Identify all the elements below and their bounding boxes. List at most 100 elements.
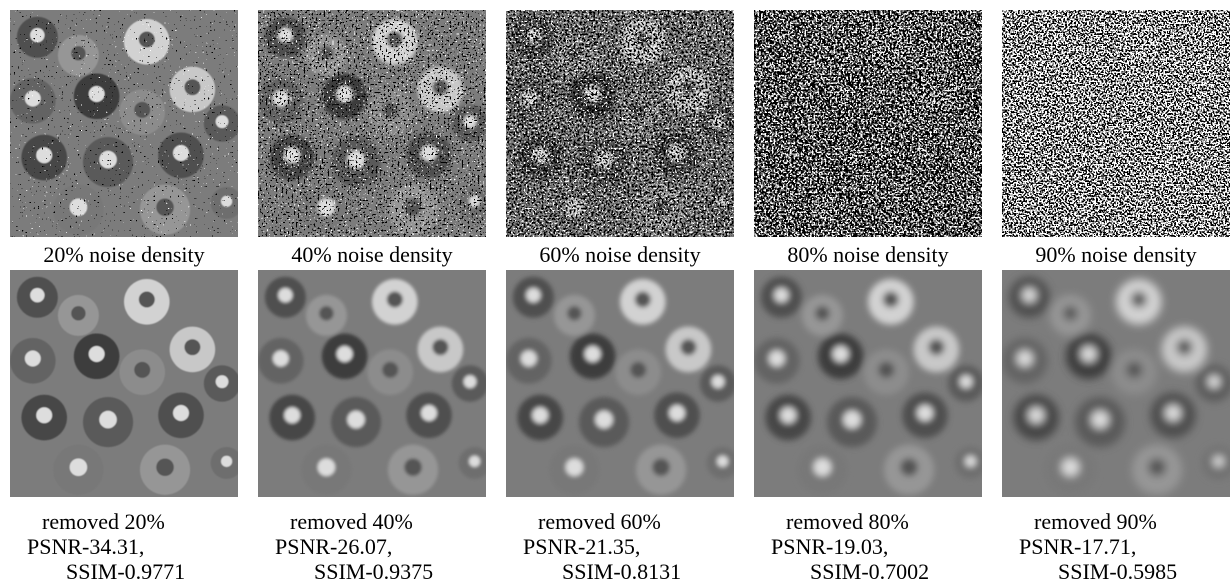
ball-label <box>532 407 548 423</box>
ball-label <box>318 458 336 476</box>
noisy-image <box>1002 10 1231 237</box>
noisy-image <box>10 10 243 237</box>
ball-label <box>156 458 174 476</box>
restored-caption-line: SSIM-0.7002 <box>810 559 929 584</box>
restored-image <box>754 270 987 497</box>
noise-light <box>10 10 238 237</box>
ball-label <box>184 339 200 355</box>
ball-label <box>382 362 398 378</box>
ball-label <box>1017 351 1033 367</box>
ball-label <box>99 411 117 429</box>
ball-label <box>347 411 365 429</box>
noise-light <box>1002 10 1230 237</box>
noisy-caption: 40% noise density <box>291 242 452 267</box>
ball-label <box>595 411 613 429</box>
ball-label <box>1022 288 1036 302</box>
restored-caption-line: removed 90% <box>1034 509 1157 534</box>
noisy-caption: 20% noise density <box>43 242 204 267</box>
figure: 20% noise densityremoved 20%PSNR-34.31,S… <box>0 0 1231 587</box>
ball-label <box>464 375 477 388</box>
restored-caption-line: removed 60% <box>538 509 661 534</box>
ball-label <box>36 407 52 423</box>
ball-label <box>1063 306 1077 320</box>
ball-label <box>1028 407 1044 423</box>
ball-label <box>526 288 540 302</box>
ball-label <box>1176 339 1192 355</box>
ball-label <box>284 407 300 423</box>
ball-label <box>878 362 894 378</box>
noisy-image <box>754 10 987 237</box>
ball-label <box>70 458 88 476</box>
restored-caption-line: SSIM-0.9771 <box>66 559 185 584</box>
ball-label <box>273 351 289 367</box>
ball-label <box>815 306 829 320</box>
ball-label <box>469 456 480 467</box>
restored-image <box>10 270 243 497</box>
restored-caption-line: SSIM-0.5985 <box>1058 559 1177 584</box>
restored-caption-line: SSIM-0.9375 <box>314 559 433 584</box>
ball-label <box>712 375 725 388</box>
ball-label <box>1126 362 1142 378</box>
ball-label <box>387 292 403 308</box>
restored-image <box>258 270 491 497</box>
noisy-caption: 60% noise density <box>539 242 700 267</box>
ball-label <box>1131 292 1147 308</box>
ball-label <box>216 375 229 388</box>
noisy-caption: 80% noise density <box>787 242 948 267</box>
ball-label <box>1091 411 1109 429</box>
restored-caption-line: PSNR-26.07, <box>275 534 392 559</box>
restored-caption-line: removed 40% <box>290 509 413 534</box>
ball-label <box>432 339 448 355</box>
ball-label <box>173 405 189 421</box>
ball-label <box>833 346 849 362</box>
noise-light <box>506 10 734 237</box>
restored-caption-line: removed 20% <box>42 509 165 534</box>
ball-label <box>669 405 685 421</box>
ball-label <box>134 362 150 378</box>
ball-label <box>774 288 788 302</box>
ball-label <box>652 458 670 476</box>
ball-label <box>71 306 85 320</box>
ball-label <box>221 456 232 467</box>
noisy-image <box>506 10 739 237</box>
ball-label <box>780 407 796 423</box>
ball-label <box>319 306 333 320</box>
restored-image <box>1002 270 1231 497</box>
ball-label <box>965 456 976 467</box>
restored-caption-line: PSNR-17.71, <box>1019 534 1136 559</box>
ball-label <box>30 288 44 302</box>
ball-label <box>717 456 728 467</box>
ball-label <box>814 458 832 476</box>
ball-label <box>630 362 646 378</box>
ball-label <box>1062 458 1080 476</box>
ball-label <box>769 351 785 367</box>
ball-label <box>1165 405 1181 421</box>
ball-label <box>521 351 537 367</box>
ball-label <box>278 288 292 302</box>
noise-light <box>258 10 486 237</box>
restored-caption-line: PSNR-19.03, <box>771 534 888 559</box>
ball-label <box>928 339 944 355</box>
noisy-caption: 90% noise density <box>1035 242 1196 267</box>
ball-label <box>960 375 973 388</box>
ball-label <box>89 346 105 362</box>
ball-label <box>1081 346 1097 362</box>
restored-image <box>506 270 739 497</box>
ball-label <box>1213 456 1224 467</box>
ball-label <box>567 306 581 320</box>
ball-label <box>585 346 601 362</box>
ball-label <box>1148 458 1166 476</box>
ball-label <box>680 339 696 355</box>
restored-caption-line: SSIM-0.8131 <box>562 559 681 584</box>
ball-label <box>404 458 422 476</box>
restored-caption-line: PSNR-21.35, <box>523 534 640 559</box>
ball-label <box>421 405 437 421</box>
ball-label <box>635 292 651 308</box>
ball-label <box>566 458 584 476</box>
noisy-image <box>258 10 491 237</box>
ball-label <box>139 292 155 308</box>
ball-label <box>900 458 918 476</box>
restored-caption-line: removed 80% <box>786 509 909 534</box>
noise-light <box>754 10 982 237</box>
ball-label <box>843 411 861 429</box>
